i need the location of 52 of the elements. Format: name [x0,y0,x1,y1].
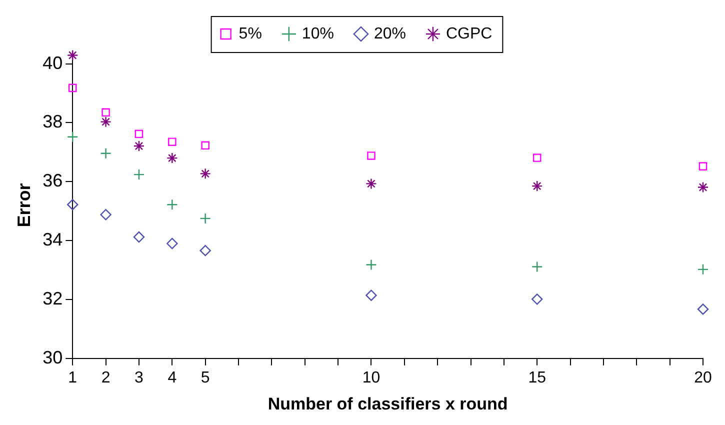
point [67,131,78,142]
point [67,199,78,210]
x-tick-label: 15 [528,369,546,386]
y-axis-title: Error [14,183,34,228]
point [200,244,211,256]
point [166,199,178,210]
point [201,141,210,150]
y-tick-label: 38 [42,112,63,132]
point [367,152,376,160]
point [68,84,77,92]
point [133,231,145,243]
y-tick-label: 32 [42,288,63,308]
point [166,238,178,250]
point [366,259,377,270]
x-tick-label: 1 [68,369,78,386]
point [366,178,377,190]
legend-label: 5% [238,25,262,42]
y-tick-label: 34 [42,230,63,250]
point [532,294,543,305]
point [200,168,211,180]
y-tick-label: 30 [42,347,63,368]
point [100,148,112,159]
point [102,108,110,117]
point [133,140,145,152]
point [166,152,178,164]
point [134,130,144,138]
x-tick-label: 3 [134,369,144,386]
y-tick-label: 40 [42,52,63,73]
legend-label: 10% [302,25,334,42]
x-tick-label: 5 [200,369,210,386]
y-tick-label: 36 [42,170,63,191]
x-tick-label: 4 [168,369,177,386]
point [67,50,78,61]
point [697,304,709,315]
point [200,212,211,224]
point [100,116,112,128]
point [532,154,542,162]
x-tick-label: 20 [694,369,712,386]
point [532,180,543,192]
point [168,138,176,146]
x-tick-label: 10 [362,369,380,386]
point [100,209,112,220]
point [697,264,709,276]
legend-label: CGPC [446,25,492,42]
point [697,182,709,193]
point [532,261,543,272]
point [366,290,377,301]
x-axis-title: Number of classifiers x round [268,394,508,414]
point [133,168,145,180]
legend-label: 20% [374,25,406,42]
x-tick-label: 2 [101,369,110,386]
point [698,162,708,170]
